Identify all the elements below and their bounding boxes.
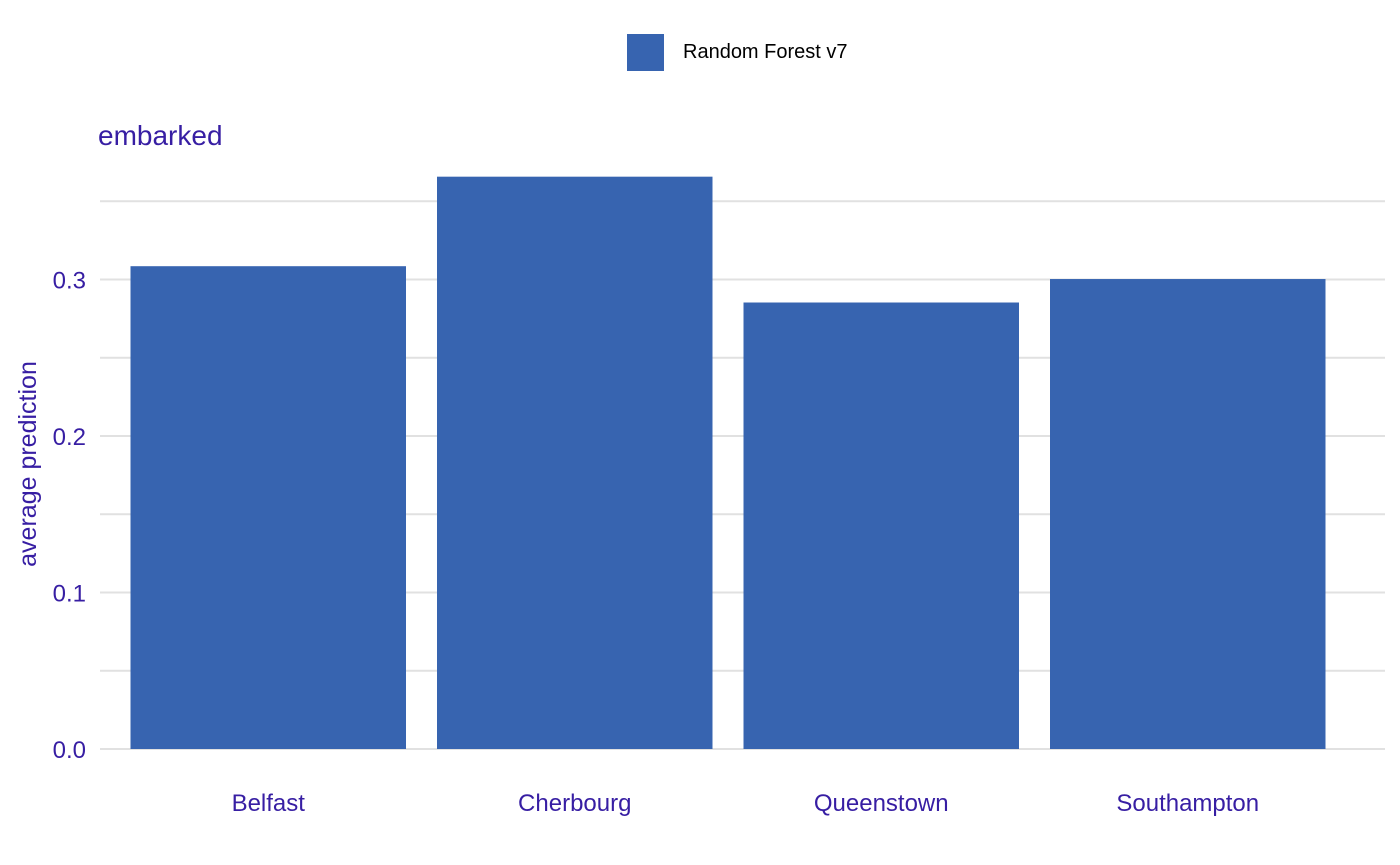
legend-swatch	[627, 33, 664, 71]
legend-label: Random Forest v7	[683, 40, 848, 63]
legend: Random Forest v7	[627, 33, 848, 71]
bar-cherbourg	[437, 176, 713, 749]
bar-queenstown	[743, 302, 1019, 749]
y-tick-label: 0.2	[53, 424, 86, 451]
bar-belfast	[130, 266, 406, 749]
x-tick-label: Belfast	[232, 790, 306, 817]
y-tick-label: 0.0	[53, 737, 86, 764]
bar-southampton	[1050, 279, 1326, 749]
bars	[130, 176, 1326, 749]
x-tick-label: Cherbourg	[518, 790, 631, 817]
x-tick-label: Queenstown	[814, 790, 949, 817]
y-tick-label: 0.3	[53, 268, 86, 295]
y-axis-label: average prediction	[14, 361, 42, 567]
y-tick-label: 0.1	[53, 581, 86, 608]
x-tick-labels: Belfast Cherbourg Queenstown Southampton	[232, 790, 1260, 817]
y-tick-labels: 0.0 0.1 0.2 0.3	[53, 268, 86, 765]
x-tick-label: Southampton	[1116, 790, 1259, 817]
chart-title: embarked	[98, 120, 223, 151]
